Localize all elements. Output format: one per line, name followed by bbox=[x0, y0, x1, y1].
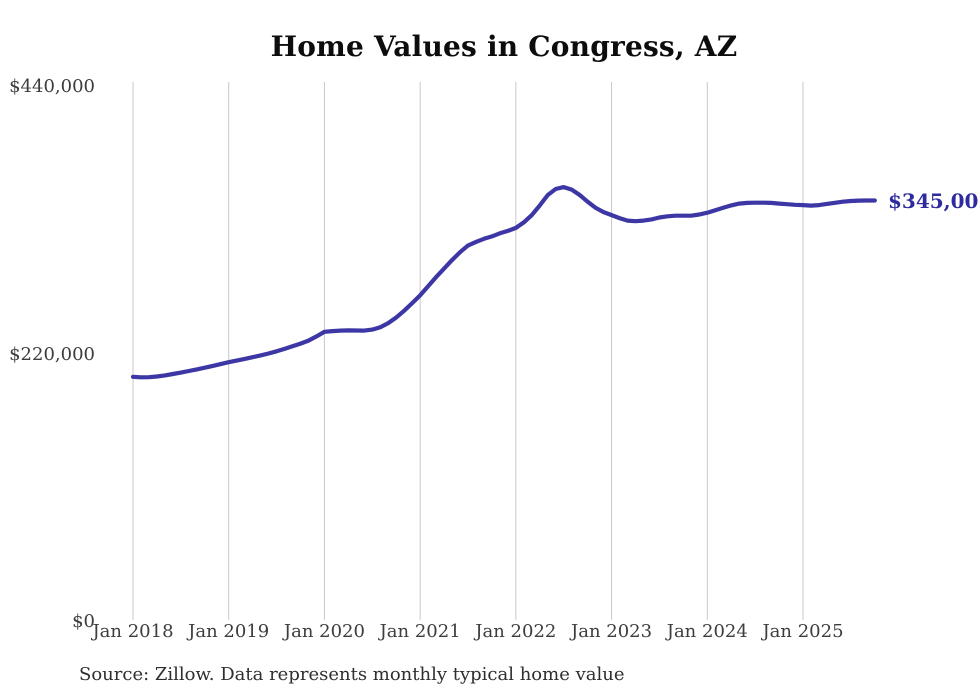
x-tick-label: Jan 2020 bbox=[283, 621, 365, 642]
x-tick-label: Jan 2024 bbox=[666, 621, 748, 642]
y-tick-label: $220,000 bbox=[9, 343, 95, 365]
latest-value-label: $345,005 bbox=[888, 188, 980, 213]
gridlines bbox=[132, 82, 804, 620]
x-tick-label: Jan 2021 bbox=[379, 621, 461, 642]
x-tick-label: Jan 2018 bbox=[92, 621, 174, 642]
y-tick-label: $0 bbox=[72, 611, 95, 632]
source-note: Source: Zillow. Data represents monthly … bbox=[79, 664, 625, 685]
chart-title: Home Values in Congress, AZ bbox=[270, 30, 738, 63]
y-tick-label: $440,000 bbox=[9, 76, 95, 97]
x-tick-label: Jan 2025 bbox=[762, 621, 844, 642]
x-tick-label: Jan 2023 bbox=[571, 621, 653, 642]
home-value-line bbox=[130, 185, 877, 380]
x-tick-label: Jan 2019 bbox=[188, 621, 270, 642]
x-tick-label: Jan 2022 bbox=[475, 621, 557, 642]
